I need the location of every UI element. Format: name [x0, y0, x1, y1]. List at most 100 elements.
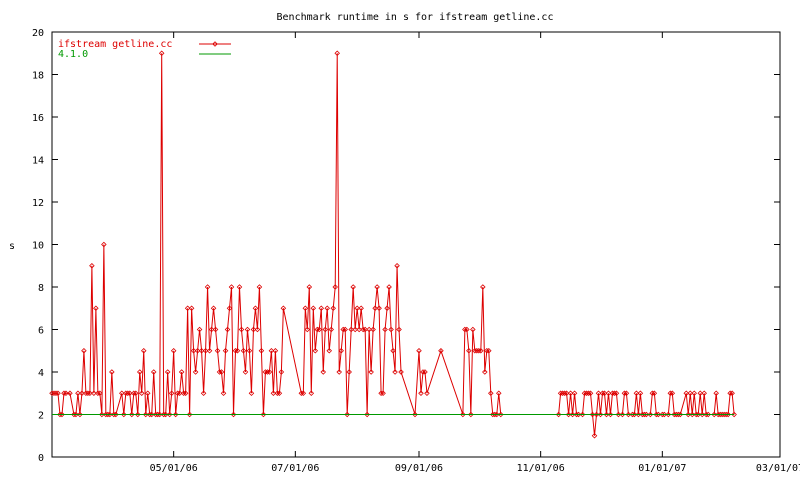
data-point [146, 411, 153, 418]
data-point [420, 369, 426, 375]
data-point [492, 411, 498, 418]
data-point [77, 411, 83, 418]
data-point [59, 411, 65, 418]
y-tick-label: 4 [38, 368, 44, 379]
data-point [565, 411, 572, 418]
data-point [328, 326, 334, 333]
data-point [298, 390, 305, 397]
data-point [641, 411, 648, 418]
data-point [236, 284, 243, 290]
data-point [202, 347, 209, 354]
data-point [665, 411, 672, 418]
data-point [354, 305, 360, 312]
data-point [591, 432, 598, 439]
data-point [142, 411, 149, 418]
data-point [278, 369, 285, 375]
data-point [703, 411, 709, 418]
legend: ifstream getline.cc4.1.0 [58, 39, 231, 60]
data-point [585, 390, 592, 397]
data-point [699, 411, 705, 418]
data-point [386, 284, 392, 290]
data-point [150, 369, 157, 375]
data-point [611, 390, 618, 397]
data-point [324, 305, 331, 312]
data-point [721, 411, 727, 418]
data-point [244, 326, 251, 333]
data-point [476, 347, 482, 354]
data-point [643, 411, 650, 418]
data-point [705, 411, 711, 418]
data-point [480, 284, 486, 290]
data-point [226, 305, 233, 312]
data-point [212, 326, 219, 333]
data-point [136, 369, 143, 375]
data-point [593, 411, 600, 418]
data-point [302, 305, 309, 312]
x-tick-label: 11/01/06 [517, 463, 565, 474]
data-point [105, 411, 111, 418]
data-point [274, 390, 281, 397]
data-point [725, 411, 731, 418]
data-point [655, 411, 662, 418]
data-point [57, 411, 63, 418]
data-point [364, 411, 370, 418]
data-point [156, 411, 163, 418]
data-point [392, 369, 398, 375]
data-point [731, 411, 737, 418]
data-point [121, 411, 127, 418]
data-point [210, 305, 217, 312]
data-point [370, 326, 376, 333]
data-point [204, 284, 211, 290]
data-point [494, 411, 500, 418]
data-point [571, 390, 578, 397]
data-point [589, 411, 596, 418]
data-point [230, 411, 237, 418]
data-point [661, 411, 668, 418]
data-point [356, 326, 362, 333]
data-point [583, 390, 590, 397]
data-point [182, 390, 189, 397]
data-point [55, 390, 61, 397]
data-point [378, 390, 384, 397]
data-point [330, 305, 336, 312]
data-point [99, 411, 105, 418]
data-point [338, 347, 344, 354]
data-point [53, 390, 59, 397]
data-point [651, 390, 658, 397]
data-point [220, 390, 227, 397]
legend-label: 4.1.0 [58, 49, 88, 60]
data-point [687, 390, 694, 397]
data-point [240, 347, 247, 354]
data-point [162, 411, 169, 418]
data-point [73, 411, 79, 418]
data-point [314, 326, 321, 333]
data-point [232, 347, 239, 354]
data-point [336, 369, 342, 375]
series-layer [49, 50, 737, 439]
data-point [394, 262, 400, 269]
data-point [103, 411, 109, 418]
data-point [256, 284, 263, 290]
data-point [671, 411, 678, 418]
data-point [334, 50, 340, 57]
data-point [603, 411, 610, 418]
data-point [484, 347, 490, 354]
data-point [238, 326, 245, 333]
y-tick-label: 12 [32, 198, 44, 209]
data-point [208, 326, 215, 333]
data-point [474, 347, 480, 354]
data-point [342, 326, 348, 333]
data-point [252, 305, 259, 312]
data-point [198, 347, 205, 354]
data-point [270, 390, 277, 397]
data-point [93, 305, 99, 312]
data-point [176, 390, 183, 397]
data-point [464, 326, 470, 333]
data-point [216, 369, 223, 375]
data-point [144, 390, 151, 397]
data-point [366, 326, 372, 333]
data-point [693, 411, 699, 418]
data-point [119, 390, 125, 397]
data-point [729, 390, 735, 397]
data-point [196, 326, 203, 333]
